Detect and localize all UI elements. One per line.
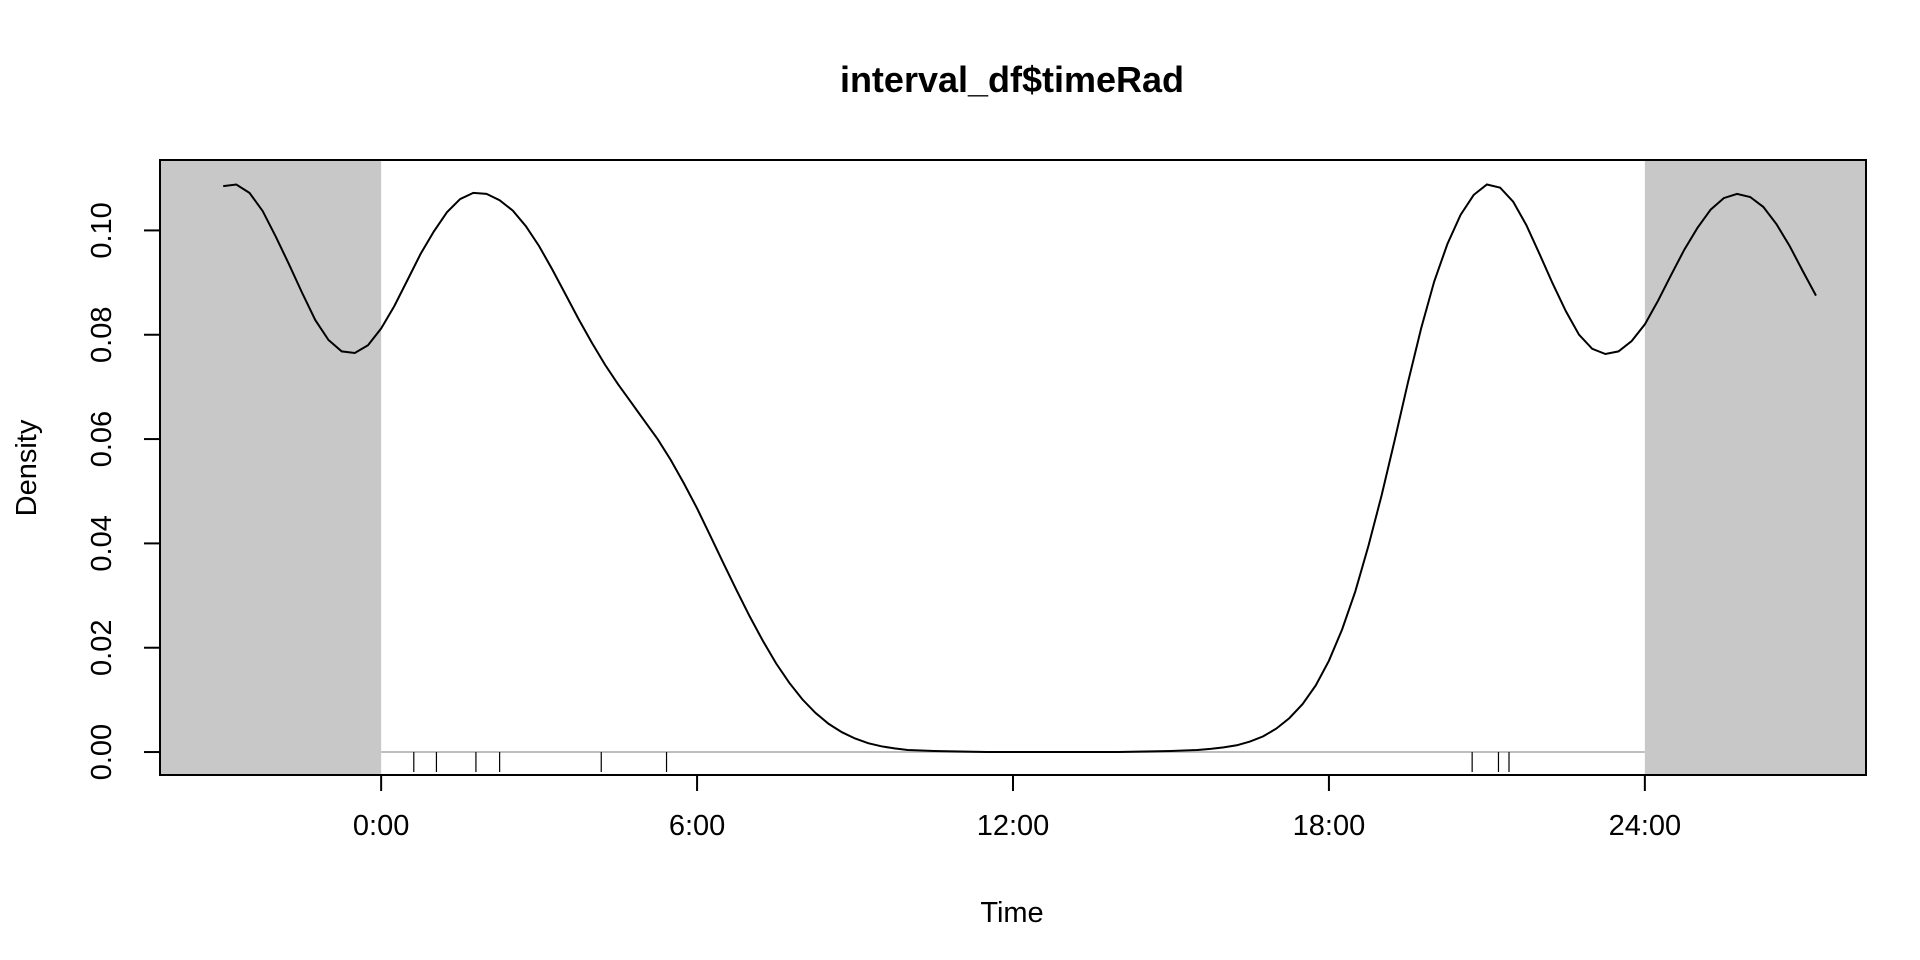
x-tick-label-3: 18:00 — [1293, 810, 1366, 842]
density-line-0 — [223, 183, 1817, 753]
series-layer — [223, 183, 1817, 753]
shaded-region-0 — [160, 160, 382, 775]
y-tick-label-2: 0.04 — [86, 515, 118, 571]
y-axis: 0.00 0.02 0.04 0.06 0.08 0.10 — [86, 202, 161, 780]
x-tick-label-4: 24:00 — [1609, 810, 1682, 842]
y-tick-label-0: 0.00 — [86, 724, 118, 780]
x-axis: 0:00 6:00 12:00 18:00 24:00 — [353, 774, 1682, 842]
y-tick-label-1: 0.02 — [86, 619, 118, 675]
x-axis-label: Time — [980, 897, 1043, 929]
chart-title: interval_df$timeRad — [840, 59, 1184, 100]
y-tick-label-4: 0.08 — [86, 307, 118, 363]
y-axis-label: Density — [11, 419, 43, 516]
shaded-region-1 — [1644, 160, 1866, 775]
rug-marks — [413, 752, 1510, 773]
x-tick-label-2: 12:00 — [977, 810, 1050, 842]
x-tick-label-0: 0:00 — [353, 810, 409, 842]
y-tick-label-3: 0.06 — [86, 411, 118, 467]
shaded-regions — [160, 160, 1866, 775]
x-tick-label-1: 6:00 — [669, 810, 725, 842]
y-tick-label-5: 0.10 — [86, 202, 118, 258]
